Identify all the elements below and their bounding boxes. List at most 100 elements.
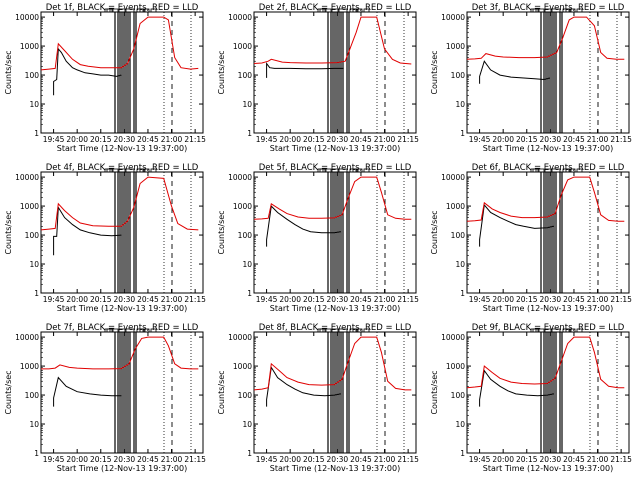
state-indicator	[568, 328, 576, 333]
x-tick-label: 20:45	[350, 455, 372, 464]
x-tick-label: 20:15	[303, 135, 325, 144]
x-tick-label: 21:00	[161, 295, 183, 304]
series-line-events	[53, 47, 122, 96]
y-tick-label: 100	[451, 231, 466, 240]
x-tick-label: 19:45	[469, 135, 491, 144]
y-tick-label: 1	[460, 449, 465, 458]
y-tick-label: 1	[460, 289, 465, 298]
state-indicator	[109, 8, 119, 13]
x-tick-label: 20:45	[137, 295, 159, 304]
y-tick-label: 100	[451, 71, 466, 80]
state-indicator	[551, 328, 561, 333]
y-tick-label: 1000	[20, 362, 39, 371]
panel-title: Det 2f, BLACK = Events, RED = LLD	[259, 3, 412, 13]
x-tick-label: 21:15	[610, 135, 632, 144]
state-indicator	[576, 328, 583, 333]
x-tick-label: 20:15	[90, 135, 112, 144]
y-tick-label: 1000	[446, 362, 465, 371]
detector-panel-3: Det 3f, BLACK = Events, RED = LLD 1 10 100 1…	[430, 3, 632, 153]
series-line-lld	[466, 16, 625, 60]
y-tick-label: 10000	[15, 13, 39, 22]
x-tick-label: 19:45	[43, 295, 65, 304]
y-axis-label: Counts/sec	[430, 370, 439, 414]
state-indicator	[142, 8, 150, 13]
state-indicator	[125, 168, 135, 173]
x-tick-label: 20:30	[114, 295, 136, 304]
y-tick-label: 10000	[15, 333, 39, 342]
y-axis-label: Counts/sec	[217, 210, 226, 254]
series-line-events	[266, 61, 344, 78]
x-tick-label: 19:45	[469, 295, 491, 304]
y-tick-label: 1000	[233, 42, 252, 51]
x-tick-label: 20:30	[540, 135, 562, 144]
x-axis-label: Start Time (12-Nov-13 19:37:00)	[483, 464, 613, 473]
x-tick-label: 20:30	[540, 455, 562, 464]
series-line-events	[53, 376, 122, 407]
state-indicator	[363, 8, 370, 13]
panel-title: Det 9f, BLACK = Events, RED = LLD	[472, 323, 625, 333]
x-tick-label: 20:45	[350, 135, 372, 144]
state-indicator	[355, 168, 363, 173]
state-indicator	[355, 8, 363, 13]
panel-title: Det 3f, BLACK = Events, RED = LLD	[472, 3, 625, 13]
x-tick-label: 21:00	[374, 455, 396, 464]
state-indicator	[125, 8, 135, 13]
x-tick-label: 19:45	[43, 455, 65, 464]
x-tick-label: 20:00	[66, 455, 88, 464]
state-indicator	[535, 328, 545, 333]
x-tick-label: 20:45	[563, 455, 585, 464]
y-tick-label: 10	[455, 420, 465, 429]
y-tick-label: 10	[29, 260, 39, 269]
x-tick-label: 20:15	[90, 295, 112, 304]
y-tick-label: 100	[238, 391, 253, 400]
y-tick-label: 10	[455, 100, 465, 109]
x-tick-label: 21:00	[161, 455, 183, 464]
x-tick-label: 20:15	[90, 455, 112, 464]
panel-title: Det 7f, BLACK = Events, RED = LLD	[46, 323, 199, 333]
series-line-events	[266, 365, 341, 407]
x-tick-label: 21:15	[397, 455, 419, 464]
state-indicator	[338, 328, 348, 333]
x-tick-label: 21:15	[610, 295, 632, 304]
x-tick-label: 20:00	[279, 295, 301, 304]
x-tick-label: 20:15	[516, 295, 538, 304]
state-indicator	[576, 168, 583, 173]
detector-panel-5: Det 5f, BLACK = Events, RED = LLD 1 10 100 1…	[217, 163, 419, 313]
y-tick-label: 10	[242, 260, 252, 269]
detector-panel-1: Det 1f, BLACK = Events, RED = LLD 1 10 100 1…	[4, 3, 206, 153]
state-indicator	[338, 168, 348, 173]
x-tick-label: 21:00	[374, 295, 396, 304]
series-line-lld	[40, 16, 199, 71]
y-axis-label: Counts/sec	[4, 210, 13, 254]
state-indicator	[118, 328, 126, 333]
state-indicator	[118, 168, 126, 173]
state-indicator	[331, 168, 339, 173]
y-tick-label: 1	[247, 449, 252, 458]
detector-panel-7: Det 7f, BLACK = Events, RED = LLD 1 10 100 1…	[4, 323, 206, 473]
x-tick-label: 21:15	[184, 455, 206, 464]
y-tick-label: 1000	[233, 362, 252, 371]
state-indicator	[535, 168, 545, 173]
x-tick-label: 20:00	[66, 135, 88, 144]
series-line-events	[479, 369, 554, 407]
y-tick-label: 1	[34, 449, 39, 458]
state-indicator	[139, 8, 146, 13]
state-indicator	[565, 8, 572, 13]
state-indicator	[331, 8, 339, 13]
x-tick-label: 19:45	[256, 295, 278, 304]
x-tick-label: 20:00	[492, 455, 514, 464]
x-axis-label: Start Time (12-Nov-13 19:37:00)	[57, 464, 187, 473]
x-tick-label: 21:00	[587, 455, 609, 464]
y-tick-label: 10	[29, 100, 39, 109]
series-line-events	[266, 205, 341, 247]
y-tick-label: 100	[25, 71, 40, 80]
state-indicator	[565, 168, 572, 173]
detector-panel-4: Det 4f, BLACK = Events, RED = LLD 1 10 100 1…	[4, 163, 206, 313]
series-line-lld	[466, 336, 625, 389]
series-line-lld	[466, 176, 625, 222]
x-tick-label: 20:00	[279, 455, 301, 464]
state-indicator	[352, 168, 359, 173]
x-axis-label: Start Time (12-Nov-13 19:37:00)	[483, 304, 613, 313]
detector-panel-8: Det 8f, BLACK = Events, RED = LLD 1 10 100 1…	[217, 323, 419, 473]
